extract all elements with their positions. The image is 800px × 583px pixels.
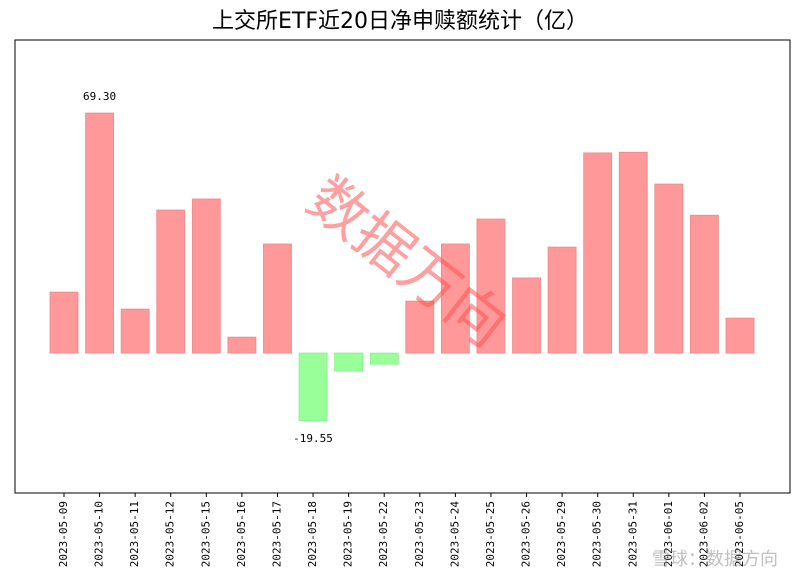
- x-tick-label: 2023-05-26: [520, 501, 533, 567]
- x-tick-label: 2023-06-01: [662, 501, 675, 567]
- bar: [547, 246, 577, 354]
- x-tick-label: 2023-05-11: [128, 501, 141, 567]
- bar: [49, 291, 79, 354]
- x-tick-label: 2023-05-10: [93, 501, 106, 567]
- bar: [583, 152, 613, 354]
- x-tick-label: 2023-05-23: [413, 501, 426, 567]
- x-tick-label: 2023-06-02: [697, 501, 710, 567]
- bar: [690, 214, 719, 354]
- x-tick-label: 2023-05-25: [484, 501, 497, 567]
- x-tick-label: 2023-05-15: [199, 501, 212, 567]
- x-tick-label: 2023-05-29: [555, 501, 568, 567]
- bar: [263, 243, 292, 354]
- x-tick-label: 2023-05-31: [626, 501, 639, 567]
- x-tick-label: 2023-05-09: [57, 501, 70, 567]
- bar: [654, 183, 684, 354]
- bar: [440, 243, 470, 354]
- source-watermark: 雪球：数据方向: [652, 549, 778, 570]
- chart-title: 上交所ETF近20日净申赎额统计（亿）: [212, 9, 588, 34]
- bar: [405, 300, 435, 354]
- bar: [369, 352, 399, 365]
- value-label: 69.30: [83, 90, 116, 103]
- x-tick-label: 2023-05-19: [342, 501, 355, 567]
- bar: [476, 218, 506, 354]
- x-tick-label: 2023-05-18: [306, 501, 319, 567]
- bar: [618, 151, 648, 354]
- bar: [156, 209, 186, 354]
- bar: [191, 198, 221, 354]
- x-tick-label: 2023-05-17: [270, 501, 283, 567]
- x-tick-label: 2023-05-22: [377, 501, 390, 567]
- bar: [512, 277, 541, 354]
- plot-frame: [14, 39, 791, 494]
- x-tick-label: 2023-05-24: [448, 501, 461, 568]
- bar: [120, 308, 150, 354]
- bar: [725, 317, 755, 354]
- bar: [298, 352, 328, 422]
- x-tick-label: 2023-05-12: [164, 501, 177, 567]
- x-tick-label: 2023-05-16: [235, 501, 248, 567]
- bar: [227, 336, 257, 354]
- bar: [334, 352, 364, 372]
- x-tick-label: 2023-05-30: [591, 501, 604, 567]
- x-tick-label: 2023-06-05: [733, 501, 746, 567]
- value-label: -19.55: [293, 432, 333, 445]
- bar: [85, 112, 114, 354]
